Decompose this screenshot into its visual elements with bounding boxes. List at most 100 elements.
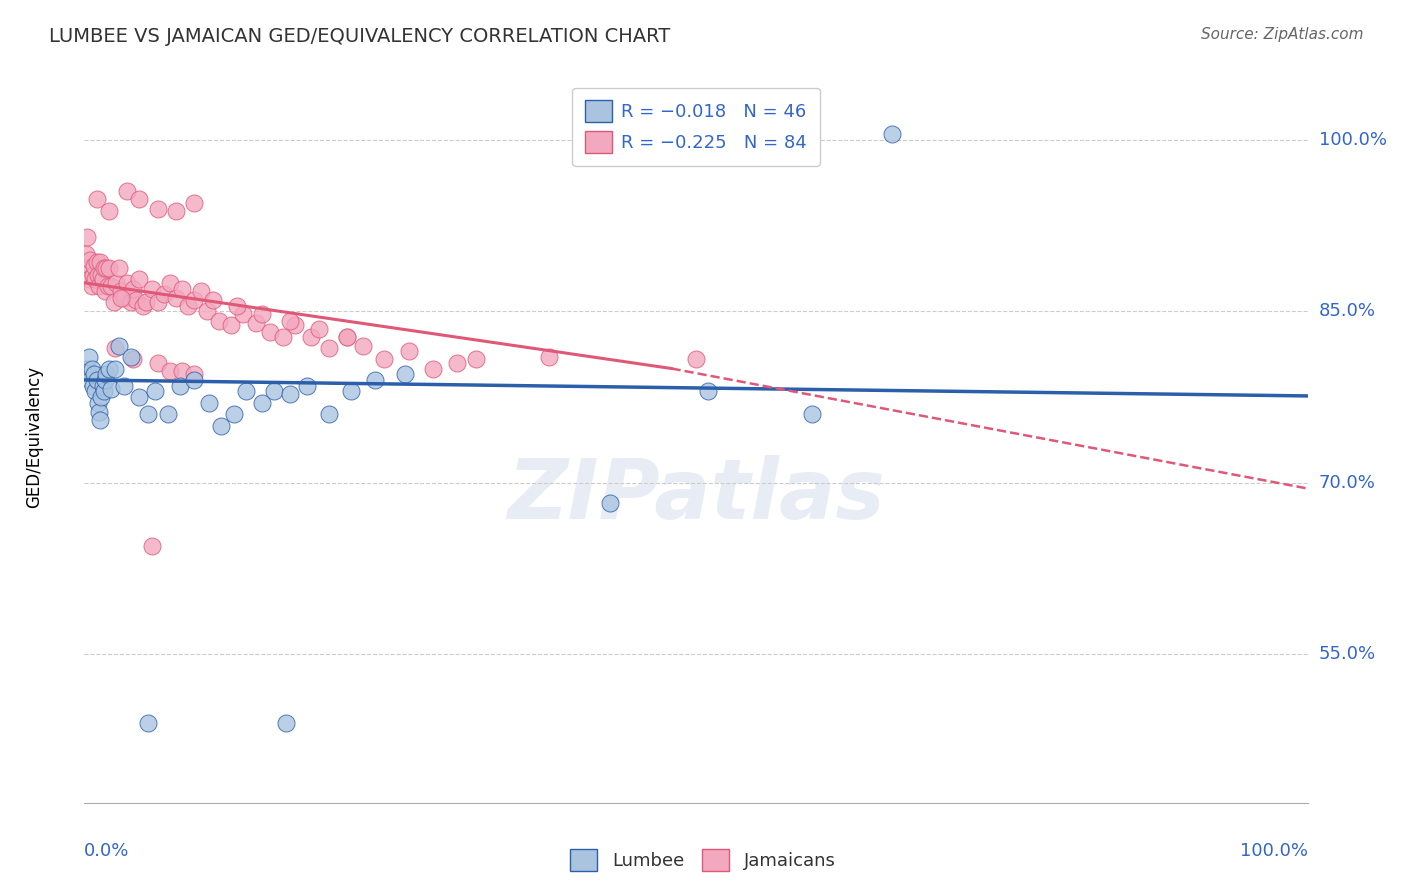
Point: [91, 378, 114, 392]
Text: 85.0%: 85.0%: [1319, 302, 1375, 320]
Point: [107, 339, 129, 353]
Point: [226, 299, 249, 313]
Point: [464, 352, 486, 367]
Point: [87, 405, 110, 419]
Point: [165, 291, 187, 305]
Point: [177, 299, 200, 313]
Point: [90, 390, 112, 404]
Point: [104, 361, 127, 376]
Point: [93, 260, 115, 275]
Point: [190, 284, 212, 298]
Text: 100.0%: 100.0%: [1319, 131, 1386, 149]
Text: ZIPatlas: ZIPatlas: [508, 455, 884, 536]
Point: [232, 307, 254, 321]
Point: [100, 382, 122, 396]
Point: [136, 715, 159, 730]
Point: [165, 203, 187, 218]
Point: [250, 396, 273, 410]
Point: [422, 361, 444, 376]
Point: [308, 321, 330, 335]
Point: [259, 325, 281, 339]
Point: [128, 390, 150, 404]
Point: [94, 373, 117, 387]
Point: [146, 356, 169, 370]
Point: [276, 715, 298, 730]
Point: [235, 384, 257, 399]
Point: [183, 195, 205, 210]
Point: [183, 373, 205, 387]
Point: [299, 329, 322, 343]
Point: [364, 373, 387, 387]
Point: [82, 378, 104, 392]
Point: [685, 352, 707, 367]
Point: [77, 260, 100, 275]
Point: [115, 276, 138, 290]
Point: [80, 279, 103, 293]
Point: [120, 295, 142, 310]
Point: [79, 373, 101, 387]
Point: [105, 276, 128, 290]
Point: [87, 396, 110, 410]
Point: [245, 316, 267, 330]
Point: [77, 272, 100, 286]
Point: [183, 368, 205, 382]
Point: [697, 384, 720, 399]
Point: [172, 281, 194, 295]
Point: [284, 318, 307, 332]
Point: [183, 293, 205, 307]
Point: [222, 407, 245, 421]
Point: [156, 407, 179, 421]
Point: [112, 378, 135, 392]
Point: [115, 185, 138, 199]
Point: [79, 252, 101, 267]
Point: [219, 318, 242, 332]
Point: [100, 279, 122, 293]
Point: [128, 272, 150, 286]
Point: [141, 539, 163, 553]
Point: [278, 313, 301, 327]
Point: [135, 295, 157, 310]
Text: Source: ZipAtlas.com: Source: ZipAtlas.com: [1201, 27, 1364, 42]
Point: [90, 268, 112, 282]
Text: 0.0%: 0.0%: [84, 842, 129, 860]
Point: [107, 260, 129, 275]
Point: [110, 284, 132, 298]
Point: [110, 291, 132, 305]
Point: [83, 368, 105, 382]
Point: [153, 287, 176, 301]
Point: [97, 361, 120, 376]
Point: [96, 260, 118, 275]
Point: [86, 373, 108, 387]
Point: [84, 384, 107, 399]
Point: [128, 192, 150, 206]
Point: [172, 364, 194, 378]
Point: [250, 307, 273, 321]
Point: [278, 386, 301, 401]
Point: [76, 361, 98, 376]
Point: [271, 329, 294, 343]
Point: [263, 384, 285, 399]
Point: [93, 384, 115, 399]
Point: [446, 356, 468, 370]
Text: 70.0%: 70.0%: [1319, 474, 1375, 491]
Point: [97, 203, 120, 218]
Point: [159, 364, 181, 378]
Point: [146, 202, 169, 216]
Text: GED/Equivalency: GED/Equivalency: [25, 366, 42, 508]
Text: LUMBEE VS JAMAICAN GED/EQUIVALENCY CORRELATION CHART: LUMBEE VS JAMAICAN GED/EQUIVALENCY CORRE…: [49, 27, 671, 45]
Point: [398, 344, 420, 359]
Point: [209, 418, 232, 433]
Point: [318, 407, 340, 421]
Point: [122, 281, 145, 295]
Point: [112, 291, 135, 305]
Point: [91, 272, 114, 286]
Point: [75, 247, 97, 261]
Point: [801, 407, 824, 421]
Point: [295, 378, 318, 392]
Point: [336, 329, 359, 343]
Point: [318, 341, 340, 355]
Point: [394, 368, 416, 382]
Point: [77, 350, 100, 364]
Point: [80, 361, 103, 376]
Point: [86, 255, 108, 269]
